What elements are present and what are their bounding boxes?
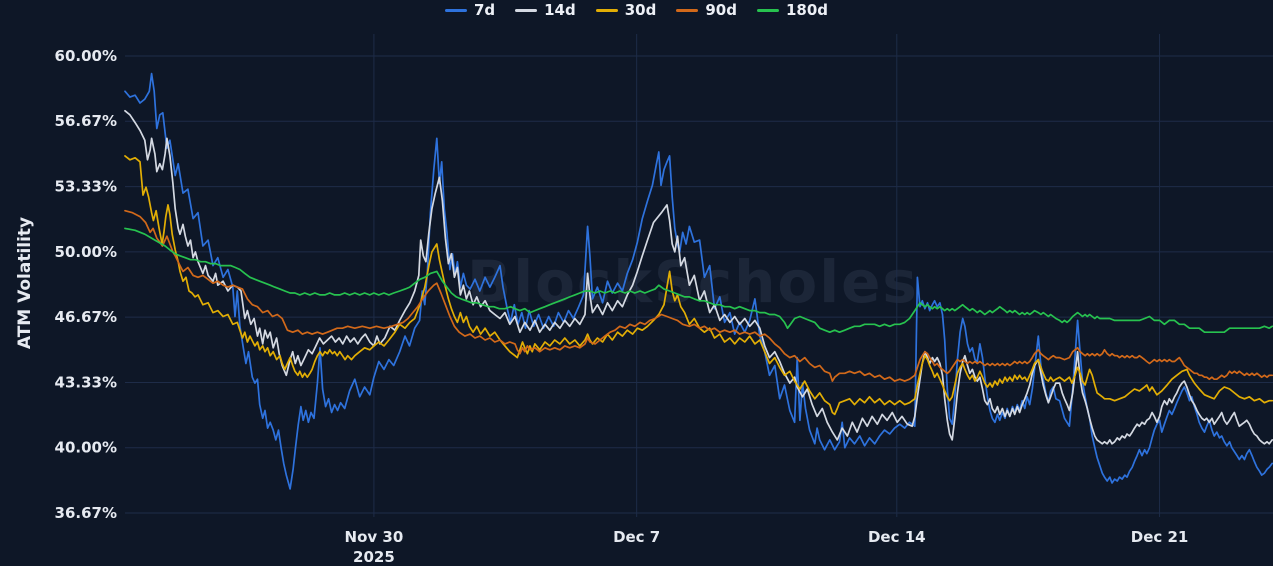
legend-swatch-7d [444,9,467,12]
legend-item-30d[interactable]: 30d [595,1,657,19]
y-tick-label: 43.33% [55,373,117,391]
x-tick-label: Dec 21 [1131,528,1189,546]
legend-label-7d: 7d [473,1,496,19]
legend-label-180d: 180d [786,1,829,19]
series-line-14d[interactable] [124,109,1273,445]
legend-swatch-14d [515,9,538,12]
y-tick-label: 56.67% [55,112,117,130]
legend-label-90d: 90d [705,1,737,19]
y-tick-label: 60.00% [55,47,117,65]
y-tick-label: 40.00% [55,439,117,457]
y-tick-label: 50.00% [55,243,117,261]
y-tick-label: 53.33% [55,178,117,196]
y-tick-label: 46.67% [55,308,117,326]
series-line-180d[interactable] [124,227,1273,334]
watermark: BlockScholes [467,248,919,316]
x-tick-year: 2025 [353,548,395,566]
y-tick-label: 36.67% [55,504,117,522]
x-tick-label: Dec 7 [613,528,660,546]
series-line-30d[interactable] [124,155,1273,416]
legend-item-7d[interactable]: 7d [444,1,496,19]
x-tick-label: Nov 30 [345,528,404,546]
legend-item-90d[interactable]: 90d [676,3,737,18]
legend-label-30d: 30d [624,1,657,19]
legend-swatch-90d [676,9,699,12]
legend-label-14d: 14d [544,1,576,19]
legend-swatch-180d [757,9,779,12]
series-line-7d[interactable] [124,72,1273,490]
series-line-90d[interactable] [124,209,1273,382]
y-axis-title: ATM Volatility [15,216,35,350]
legend: 7d 14d 30d 90d 180d [0,3,1273,18]
legend-swatch-30d [595,9,618,12]
legend-item-180d[interactable]: 180d [757,3,828,18]
x-tick-label: Dec 14 [868,528,926,546]
legend-item-14d[interactable]: 14d [515,3,576,18]
